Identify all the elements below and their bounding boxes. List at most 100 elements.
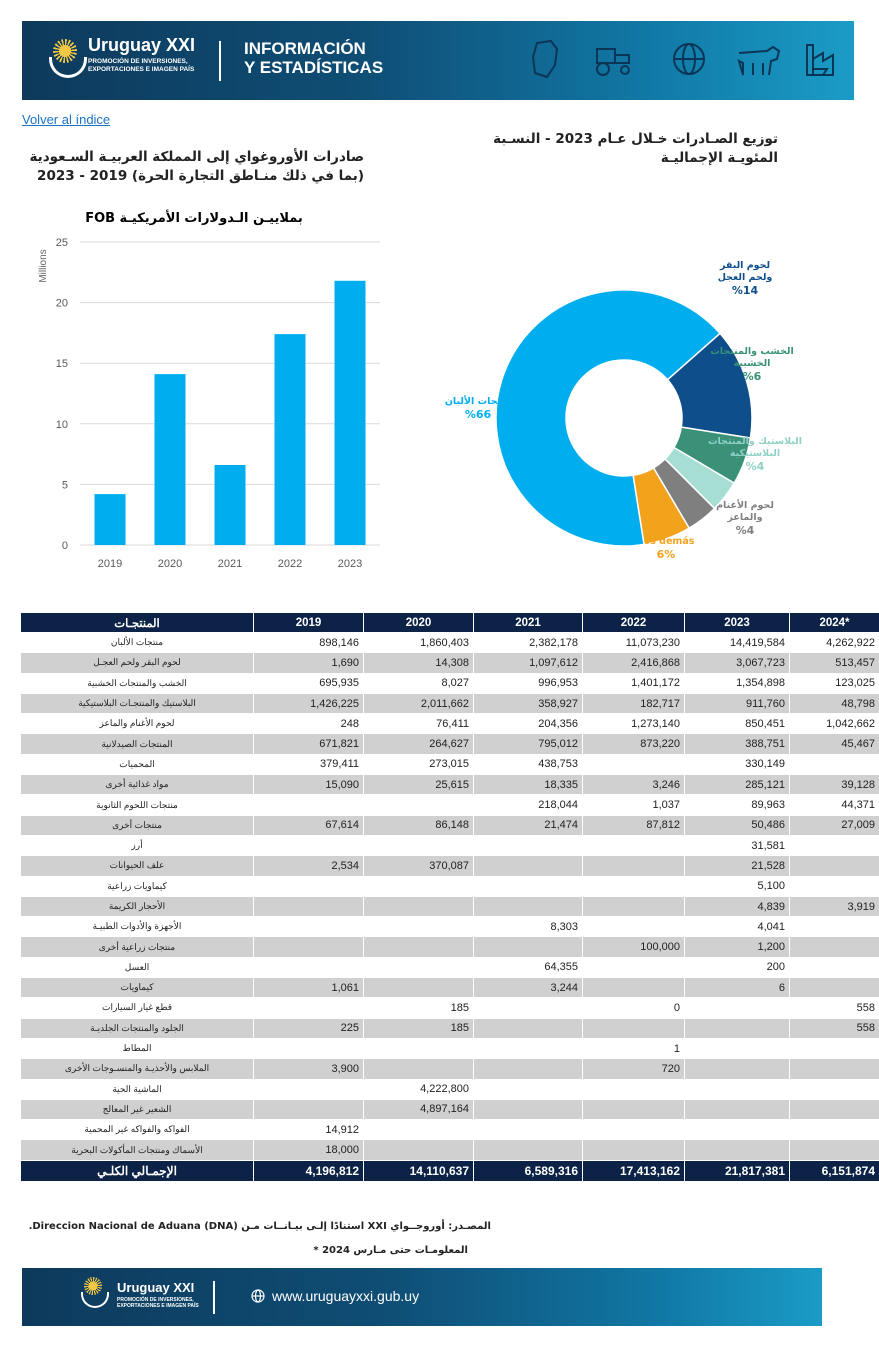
value-cell [363, 834, 474, 857]
table-row: مواد غذائية أخرى 15,090 25,615 18,335 3,246 2… [20, 774, 879, 796]
value-cell: 225 [253, 1017, 364, 1039]
bar-chart-title: بملاييـن الـدولارات الأمريكيـة FOB [85, 209, 303, 226]
footer-brand-name: Uruguay XXI [117, 1280, 195, 1295]
y-tick-label: 15 [56, 358, 68, 370]
value-cell [789, 936, 879, 958]
value-cell [789, 753, 879, 776]
value-cell: 15,090 [253, 774, 364, 796]
brand-subtitle: PROMOCIÓN DE INVERSIONES, EXPORTACIONES … [88, 58, 195, 73]
website-link[interactable]: www.uruguayxxi.gub.uy [272, 1288, 420, 1304]
value-cell: 4,262,922 [789, 631, 879, 654]
value-cell: 185 [363, 1017, 474, 1039]
value-cell: 123,025 [789, 672, 879, 694]
value-cell [789, 1058, 879, 1080]
product-label: المحميات [20, 753, 254, 776]
footer-logo-arc [81, 1292, 109, 1308]
product-label: منتجات أخرى [20, 814, 254, 836]
y-axis-label: Millions [38, 249, 49, 282]
web-globe-icon [251, 1289, 265, 1303]
value-cell [582, 1119, 685, 1141]
value-cell: 358,927 [473, 692, 583, 715]
header-year: 2019 [253, 612, 364, 633]
value-cell: 185 [363, 997, 474, 1019]
x-tick-label: 2021 [218, 558, 242, 570]
product-label: منتجات اللحوم الثانوية [20, 794, 254, 816]
bar-2021 [214, 465, 246, 545]
exports-table: المنتجـات 2019 2020 2021 2022 2023 2024* منتجا… [20, 612, 879, 1182]
value-cell [789, 1119, 879, 1141]
value-cell [582, 1139, 685, 1161]
table-row: الأسماك ومنتجات المأكولات البحرية 18,000 [20, 1139, 879, 1161]
source-note: المصـدر: أوروجــواي XXI استنادًا إلـى بي… [28, 1221, 491, 1232]
donut-chart-heading: توزيع الصـادرات خـلال عـام 2023 - النسـب… [493, 131, 778, 166]
value-cell [582, 875, 685, 897]
product-label: منتجات الألبان [20, 631, 254, 654]
value-cell: 264,627 [363, 733, 474, 755]
table-row: الشعير غير المعالج 4,897,164 [20, 1098, 879, 1121]
value-cell: 388,751 [684, 733, 790, 755]
value-cell [582, 1017, 685, 1039]
section-title-line2: Y ESTADÍSTICAS [244, 58, 384, 77]
value-cell [684, 1058, 790, 1080]
value-cell: 558 [789, 997, 879, 1019]
value-cell [684, 1037, 790, 1060]
value-cell: 285,121 [684, 774, 790, 796]
value-cell: 1,860,403 [363, 631, 474, 654]
value-cell: 248 [253, 713, 364, 735]
cow-icon [737, 45, 781, 76]
table-header-row: المنتجـات 2019 2020 2021 2022 2023 2024* [20, 612, 879, 633]
y-tick-label: 20 [56, 298, 68, 310]
value-cell [473, 1119, 583, 1141]
product-label: لحوم الأغنام والماعز [20, 713, 254, 735]
value-cell: 3,067,723 [684, 652, 790, 674]
x-tick-label: 2023 [338, 558, 362, 570]
value-cell [684, 1139, 790, 1161]
bar-2023 [334, 280, 366, 545]
value-cell: 31,581 [684, 834, 790, 857]
value-cell: 218,044 [473, 794, 583, 816]
value-cell: 18,335 [473, 774, 583, 796]
value-cell [253, 997, 364, 1019]
value-cell: 4,196,812 [253, 1159, 364, 1182]
value-cell: 18,000 [253, 1139, 364, 1161]
table-row: المنتجات الصيدلانية 671,821 264,627 795,012… [20, 733, 879, 755]
value-cell [363, 895, 474, 918]
header-products: المنتجـات [20, 612, 254, 633]
value-cell: 438,753 [473, 753, 583, 776]
value-cell [253, 1078, 364, 1100]
value-cell: 86,148 [363, 814, 474, 836]
value-cell [789, 1098, 879, 1121]
value-cell: 911,760 [684, 692, 790, 715]
product-label: كيماويات [20, 977, 254, 999]
value-cell: 87,812 [582, 814, 685, 836]
value-cell [789, 956, 879, 979]
slice-label: لحوم البقر ولحم العجل %14 [718, 260, 773, 297]
value-cell: 3,919 [789, 895, 879, 918]
product-label: العسل [20, 956, 254, 979]
value-cell: 273,015 [363, 753, 474, 776]
value-cell [473, 855, 583, 877]
table-row: منتجات اللحوم الثانوية 218,044 1,037 89,963… [20, 794, 879, 816]
value-cell: 45,467 [789, 733, 879, 755]
value-cell [789, 834, 879, 857]
value-cell [363, 956, 474, 979]
value-cell [582, 753, 685, 776]
value-cell: 4,041 [684, 916, 790, 938]
table-row: لحوم الأغنام والماعز 248 76,411 204,356 1,27… [20, 713, 879, 735]
brand-name: Uruguay XXI [88, 35, 196, 55]
value-cell: 14,110,637 [363, 1159, 474, 1182]
value-cell [253, 794, 364, 816]
value-cell: 1,042,662 [789, 713, 879, 735]
value-cell [363, 977, 474, 999]
table-row: كيماويات 1,061 3,244 6 [20, 977, 879, 999]
slice-label: Los demás 6% [638, 536, 695, 561]
value-cell [363, 794, 474, 816]
back-to-index-link[interactable]: Volver al índice [22, 112, 111, 127]
slice-label: الخشب والمنتجات الخشبية %6 [710, 346, 794, 383]
product-label: الخشب والمنتجات الخشبية [20, 672, 254, 694]
value-cell [789, 1037, 879, 1060]
value-cell: 2,534 [253, 855, 364, 877]
value-cell: 39,128 [789, 774, 879, 796]
product-label: الإجمـالي الكلـي [20, 1159, 254, 1182]
value-cell [582, 977, 685, 999]
